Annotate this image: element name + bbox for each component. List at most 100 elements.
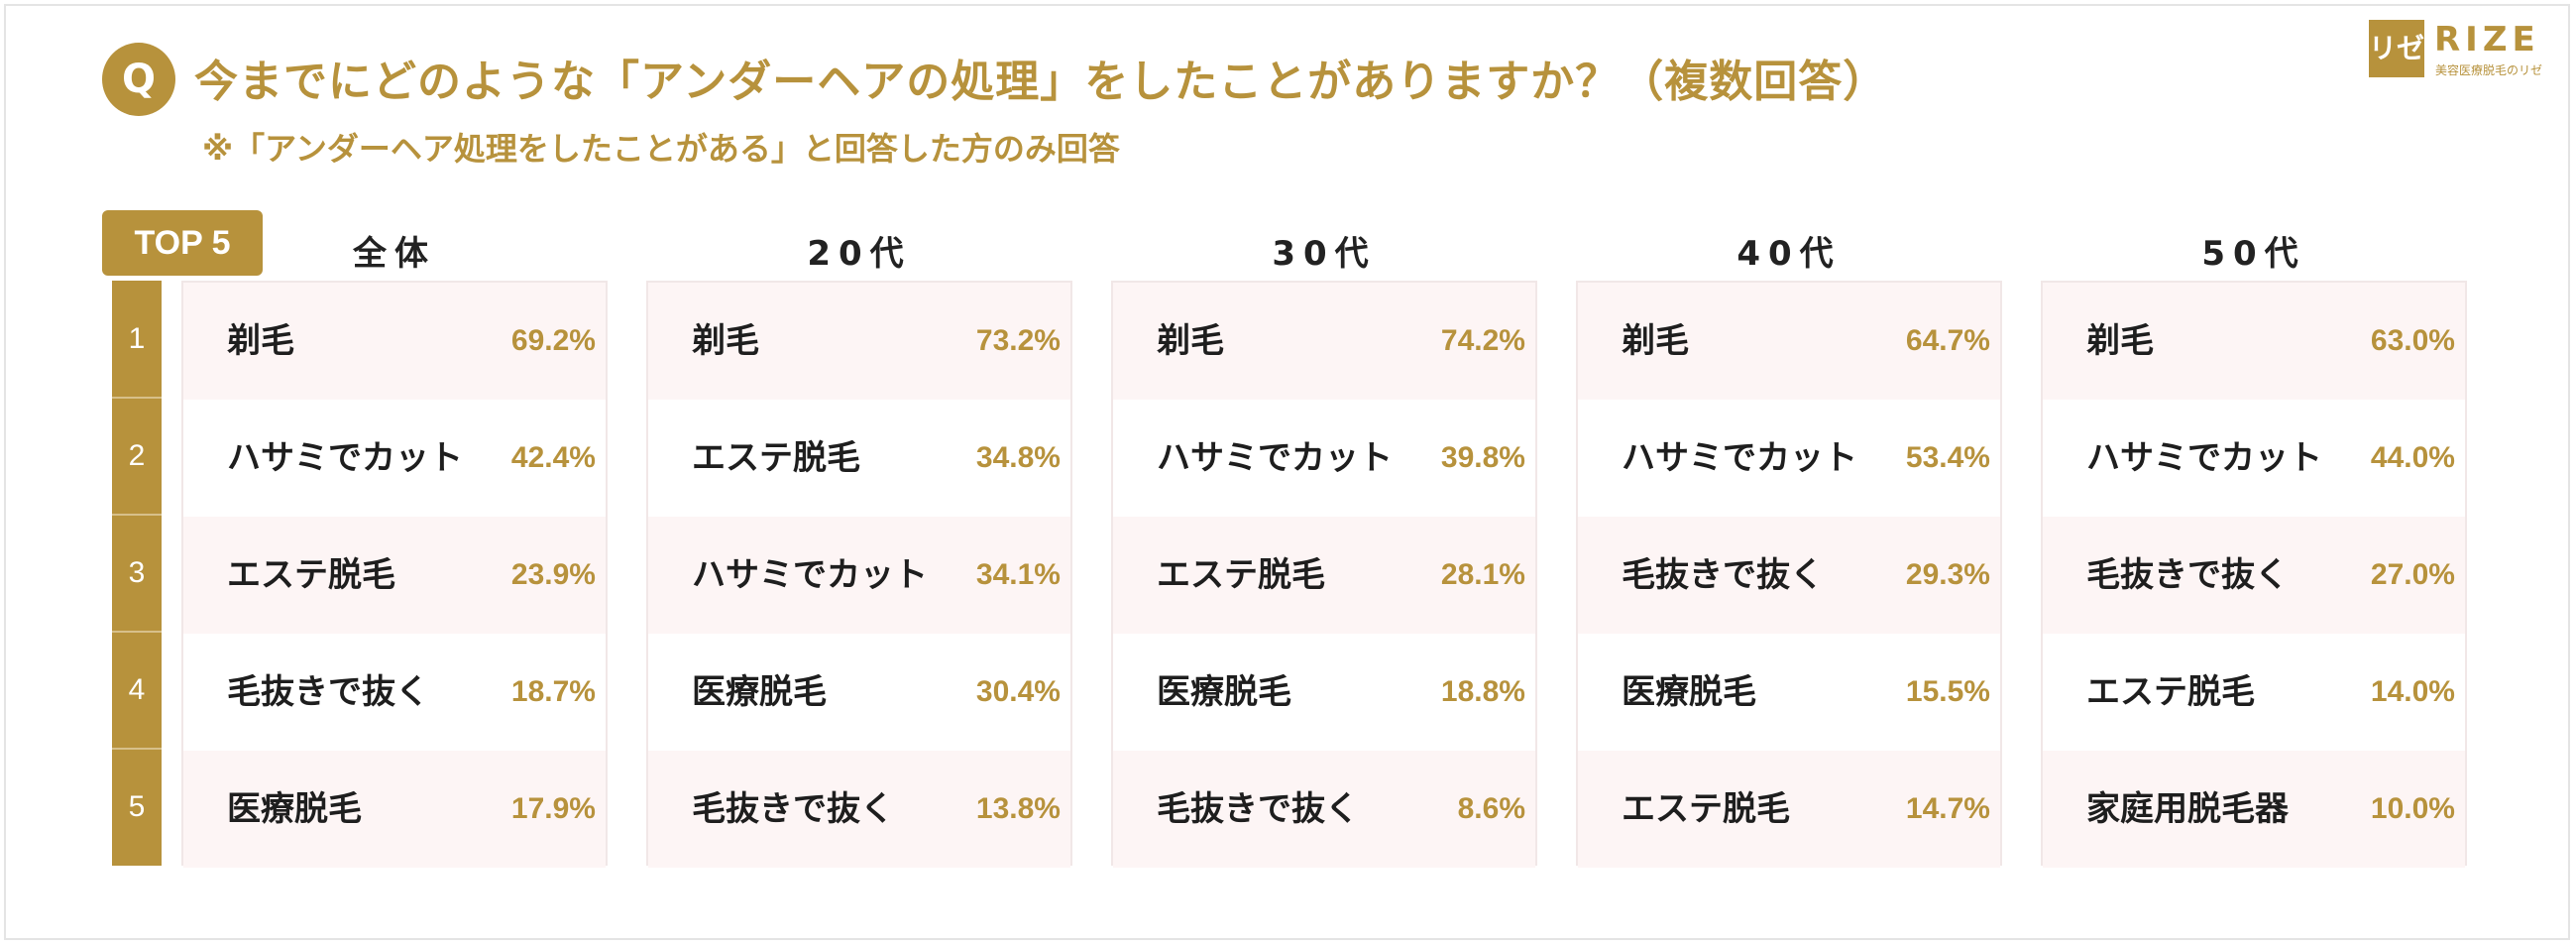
item-label: 毛抜きで抜く [1157, 789, 1359, 829]
item-label: ハサミでカット [692, 555, 928, 595]
item-label: 医療脱毛 [1622, 672, 1756, 712]
table-row: ハサミでカット 34.1% [648, 517, 1070, 634]
rank-2: 2 [128, 439, 146, 472]
table-row: ハサミでカット 53.4% [1578, 400, 2000, 517]
item-percentage: 15.5% [1905, 675, 1990, 708]
item-label: エステ脱毛 [1622, 789, 1790, 829]
item-percentage: 39.8% [1440, 441, 1525, 474]
item-label: ハサミでカット [1157, 438, 1393, 478]
ranking-panel-40s: 剃毛 64.7% ハサミでカット 53.4% 毛抜きで抜く 29.3% 医療脱毛… [1576, 281, 2002, 868]
top5-label: TOP 5 [102, 210, 263, 276]
item-label: エステ脱毛 [2086, 672, 2255, 712]
item-percentage: 18.8% [1440, 675, 1525, 708]
item-label: エステ脱毛 [1157, 555, 1325, 595]
item-percentage: 44.0% [2370, 441, 2455, 474]
item-percentage: 13.8% [975, 792, 1061, 825]
rank-3: 3 [128, 556, 146, 589]
table-row: 毛抜きで抜く 8.6% [1113, 751, 1535, 868]
ranking-panel-50s: 剃毛 63.0% ハサミでカット 44.0% 毛抜きで抜く 27.0% エステ脱… [2041, 281, 2467, 868]
slide-frame [4, 4, 2570, 940]
page-title: 今までにどのような「アンダーヘアの処理」をしたことがありますか？（複数回答） [194, 57, 1888, 107]
table-row: エステ脱毛 28.1% [1113, 517, 1535, 634]
item-label: エステ脱毛 [692, 438, 860, 478]
item-percentage: 23.9% [510, 558, 596, 591]
item-percentage: 14.0% [2370, 675, 2455, 708]
item-label: 剃毛 [2086, 321, 2154, 361]
item-label: 医療脱毛 [692, 672, 827, 712]
table-row: 剃毛 63.0% [2043, 283, 2465, 400]
item-percentage: 30.4% [975, 675, 1061, 708]
item-percentage: 53.4% [1905, 441, 1990, 474]
rank-divider [112, 748, 162, 750]
item-percentage: 27.0% [2370, 558, 2455, 591]
item-label: 毛抜きで抜く [2086, 555, 2289, 595]
table-row: 医療脱毛 15.5% [1578, 634, 2000, 751]
table-row: 毛抜きで抜く 18.7% [183, 634, 606, 751]
item-label: 家庭用脱毛器 [2086, 789, 2289, 829]
table-row: 剃毛 64.7% [1578, 283, 2000, 400]
logo-name: RIZE [2434, 20, 2540, 59]
table-row: ハサミでカット 39.8% [1113, 400, 1535, 517]
rank-divider [112, 397, 162, 399]
item-percentage: 63.0% [2370, 324, 2455, 357]
column-header-20s: 20代 [807, 234, 912, 274]
item-label: 剃毛 [1622, 321, 1689, 361]
item-percentage: 74.2% [1440, 324, 1525, 357]
table-row: エステ脱毛 14.0% [2043, 634, 2465, 751]
table-row: ハサミでカット 44.0% [2043, 400, 2465, 517]
table-row: エステ脱毛 14.7% [1578, 751, 2000, 868]
item-label: ハサミでカット [2086, 438, 2322, 478]
table-row: ハサミでカット 42.4% [183, 400, 606, 517]
column-header-40s: 40代 [1736, 234, 1842, 274]
table-row: 毛抜きで抜く 13.8% [648, 751, 1070, 868]
ranking-panel-20s: 剃毛 73.2% エステ脱毛 34.8% ハサミでカット 34.1% 医療脱毛 … [646, 281, 1072, 868]
table-row: エステ脱毛 34.8% [648, 400, 1070, 517]
rank-divider [112, 631, 162, 633]
item-label: 剃毛 [692, 321, 759, 361]
item-percentage: 34.8% [975, 441, 1061, 474]
question-badge: Q [102, 43, 175, 116]
rank-1: 1 [128, 322, 146, 355]
item-percentage: 64.7% [1905, 324, 1990, 357]
item-label: 剃毛 [1157, 321, 1224, 361]
table-row: 毛抜きで抜く 29.3% [1578, 517, 2000, 634]
item-label: 医療脱毛 [1157, 672, 1291, 712]
table-row: 家庭用脱毛器 10.0% [2043, 751, 2465, 868]
table-row: 医療脱毛 30.4% [648, 634, 1070, 751]
item-percentage: 69.2% [510, 324, 596, 357]
rank-4: 4 [128, 673, 146, 706]
item-label: 毛抜きで抜く [227, 672, 429, 712]
rank-divider [112, 514, 162, 516]
table-row: エステ脱毛 23.9% [183, 517, 606, 634]
logo-mark: リゼ [2369, 20, 2424, 77]
item-percentage: 42.4% [510, 441, 596, 474]
logo-tagline: 美容医療脱毛のリゼ [2435, 63, 2543, 77]
column-header-50s: 50代 [2201, 234, 2306, 274]
item-label: 医療脱毛 [227, 789, 362, 829]
item-percentage: 14.7% [1905, 792, 1990, 825]
item-label: ハサミでカット [1622, 438, 1857, 478]
column-header-all: 全体 [353, 234, 436, 274]
rize-logo: リゼ RIZE 美容医療脱毛のリゼ [2369, 20, 2557, 81]
table-row: 医療脱毛 18.8% [1113, 634, 1535, 751]
item-percentage: 8.6% [1457, 792, 1525, 825]
table-row: 剃毛 74.2% [1113, 283, 1535, 400]
table-row: 毛抜きで抜く 27.0% [2043, 517, 2465, 634]
table-row: 剃毛 69.2% [183, 283, 606, 400]
item-percentage: 34.1% [975, 558, 1061, 591]
item-label: 毛抜きで抜く [1622, 555, 1824, 595]
column-header-30s: 30代 [1272, 234, 1377, 274]
item-percentage: 17.9% [510, 792, 596, 825]
page-subtitle: ※「アンダーヘア処理をしたことがある」と回答した方のみ回答 [202, 130, 1120, 168]
item-percentage: 73.2% [975, 324, 1061, 357]
item-label: エステ脱毛 [227, 555, 395, 595]
item-percentage: 28.1% [1440, 558, 1525, 591]
ranking-panel-all: 剃毛 69.2% ハサミでカット 42.4% エステ脱毛 23.9% 毛抜きで抜… [181, 281, 608, 868]
rank-column: 1 2 3 4 5 [112, 281, 162, 866]
item-percentage: 10.0% [2370, 792, 2455, 825]
table-row: 医療脱毛 17.9% [183, 751, 606, 868]
ranking-panel-30s: 剃毛 74.2% ハサミでカット 39.8% エステ脱毛 28.1% 医療脱毛 … [1111, 281, 1537, 868]
item-percentage: 29.3% [1905, 558, 1990, 591]
item-label: 毛抜きで抜く [692, 789, 894, 829]
item-percentage: 18.7% [510, 675, 596, 708]
